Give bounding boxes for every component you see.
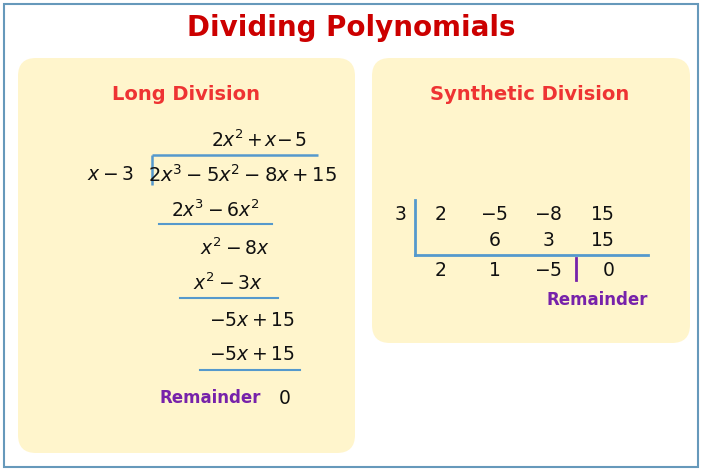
Text: $2x^3-5x^2-8x+15$: $2x^3-5x^2-8x+15$ bbox=[148, 164, 338, 186]
Text: $3$: $3$ bbox=[542, 230, 554, 250]
Text: $-5$: $-5$ bbox=[534, 260, 562, 279]
Text: $+\,x$: $+\,x$ bbox=[246, 130, 278, 149]
Text: $-8$: $-8$ bbox=[534, 205, 562, 225]
Text: $2x^2$: $2x^2$ bbox=[211, 129, 244, 151]
Text: $2x^3-6x^2$: $2x^3-6x^2$ bbox=[171, 199, 260, 221]
Text: $-5x+15$: $-5x+15$ bbox=[209, 346, 295, 365]
Text: Long Division: Long Division bbox=[112, 86, 260, 105]
Text: $1$: $1$ bbox=[488, 260, 500, 279]
Text: $-\,5$: $-\,5$ bbox=[277, 130, 307, 149]
FancyBboxPatch shape bbox=[18, 58, 355, 453]
Text: $2$: $2$ bbox=[434, 260, 446, 279]
Text: $3$: $3$ bbox=[394, 205, 406, 225]
Text: $15$: $15$ bbox=[590, 230, 614, 250]
Text: $15$: $15$ bbox=[590, 205, 614, 225]
Text: Dividing Polynomials: Dividing Polynomials bbox=[187, 14, 515, 42]
Text: $-5x+15$: $-5x+15$ bbox=[209, 310, 295, 330]
Text: $0$: $0$ bbox=[602, 260, 614, 279]
Text: Remainder: Remainder bbox=[546, 291, 648, 309]
Text: $6$: $6$ bbox=[488, 230, 501, 250]
Text: Remainder: Remainder bbox=[159, 389, 260, 407]
FancyBboxPatch shape bbox=[372, 58, 690, 343]
Text: $2$: $2$ bbox=[434, 205, 446, 225]
Text: $x^2-8x$: $x^2-8x$ bbox=[200, 237, 270, 259]
Text: $-5$: $-5$ bbox=[480, 205, 508, 225]
Text: Synthetic Division: Synthetic Division bbox=[430, 86, 630, 105]
Text: $0$: $0$ bbox=[278, 389, 291, 407]
Text: $x-3$: $x-3$ bbox=[86, 165, 133, 185]
Text: $x^2-3x$: $x^2-3x$ bbox=[193, 272, 263, 294]
